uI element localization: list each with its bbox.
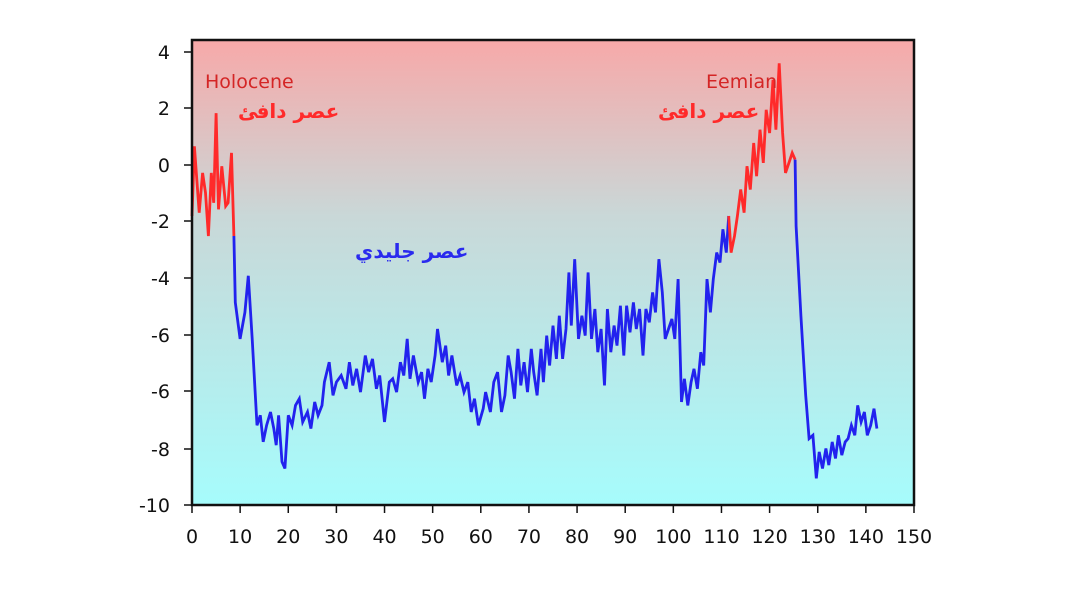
x-tick-label: 130 — [800, 526, 836, 548]
x-tick-label: 10 — [228, 526, 252, 548]
annotations: Holocene عصر دافئ Eemian عصر دافئ عصر جليدي — [205, 71, 777, 264]
annotation-label: Eemian — [706, 71, 777, 93]
x-tick-label: 0 — [186, 526, 198, 548]
x-tick-label: 50 — [421, 526, 445, 548]
annotation-label: عصر دافئ — [658, 99, 759, 123]
cold-segment — [793, 159, 879, 479]
y-tick-label: -8 — [151, 439, 170, 461]
annotation-label: عصر جليدي — [355, 239, 468, 264]
x-tick-label: 20 — [276, 526, 300, 548]
x-tick-label: 40 — [372, 526, 396, 548]
cold-segment — [232, 215, 731, 470]
plot-frame — [190, 38, 916, 507]
y-tick-label: 0 — [158, 155, 170, 177]
x-tick-label: 30 — [324, 526, 348, 548]
annotation-label: عصر دافئ — [238, 99, 339, 123]
y-tick-label: -10 — [139, 495, 170, 517]
x-tick-label: 60 — [469, 526, 493, 548]
x-tick-label: 120 — [751, 526, 787, 548]
x-tick-label: 70 — [517, 526, 541, 548]
y-tick-label: -6 — [151, 325, 170, 347]
x-tick-label: 140 — [848, 526, 884, 548]
y-tick-label: 4 — [158, 42, 170, 64]
warm-segment — [727, 63, 797, 253]
warm-segment — [190, 113, 236, 237]
series-layer — [190, 63, 879, 479]
y-tick-label: -4 — [151, 268, 170, 290]
x-tick-label: 100 — [655, 526, 691, 548]
x-axis: 0 10 20 30 40 50 60 70 80 90 100 110 120 130 140 150 — [186, 505, 932, 548]
y-tick-label: -2 — [151, 211, 170, 233]
x-tick-label: 150 — [896, 526, 932, 548]
y-axis: 4 2 0 -2 -4 -6 -6 -8 -10 — [139, 42, 192, 517]
annotation-label: Holocene — [205, 71, 294, 93]
x-tick-label: 110 — [703, 526, 739, 548]
x-tick-label: 90 — [613, 526, 637, 548]
y-tick-label: -6 — [151, 381, 170, 403]
y-tick-label: 2 — [158, 98, 170, 120]
x-tick-label: 80 — [565, 526, 589, 548]
